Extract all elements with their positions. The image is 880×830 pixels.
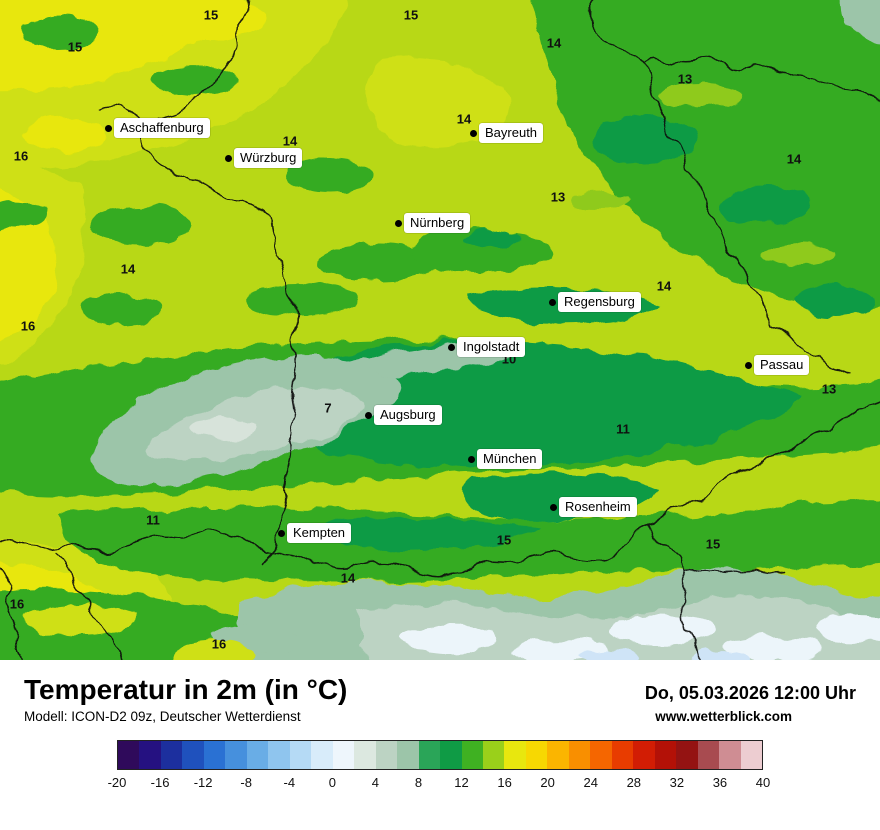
colorbar-segment [440,741,462,769]
model-info: Modell: ICON-D2 09z, Deutscher Wetterdie… [24,709,301,724]
colorbar-segment [633,741,655,769]
map-footer: Temperatur in 2m (in °C) Do, 05.03.2026 … [0,660,880,830]
temperature-field-svg [0,0,880,660]
colorbar-segment [289,741,312,769]
colorbar [117,740,763,770]
colorbar-tick-label: 24 [583,775,598,790]
colorbar-segment [418,741,441,769]
colorbar-tick-label: 28 [626,775,642,790]
colorbar-segment [504,741,526,769]
weather-map: 15 15 14 15 13 14 14 16 14 13 14 14 16 10 13 7 11 11 15 15 1… [0,0,880,660]
colorbar-ticks: -20 -16 -12 -8 -4 0 4 8 12 16 20 24 28 32 36 40 [108,775,771,795]
colorbar-tick-label: -20 [107,775,127,790]
colorbar-segment [525,741,548,769]
colorbar-segment [568,741,591,769]
colorbar-segment [311,741,333,769]
colorbar-segment [203,741,226,769]
colorbar-segment [590,741,612,769]
colorbar-tick-label: 8 [414,775,423,790]
colorbar-segment [354,741,376,769]
colorbar-segment [182,741,204,769]
colorbar-segment [461,741,483,769]
colorbar-segment [740,741,763,769]
website-url: www.wetterblick.com [655,709,792,724]
colorbar-segment [225,741,247,769]
colorbar-segment [375,741,398,769]
colorbar-segment [332,741,355,769]
colorbar-tick-label: 40 [755,775,771,790]
colorbar-tick-label: 32 [669,775,685,790]
colorbar-segment [246,741,269,769]
colorbar-segment [139,741,161,769]
colorbar-tick-label: -12 [193,775,213,790]
colorbar-segment [697,741,720,769]
colorbar-tick-label: 12 [454,775,469,790]
colorbar-tick-label: 4 [371,775,380,790]
colorbar-segment [654,741,677,769]
colorbar-segment [482,741,505,769]
colorbar-segment [719,741,741,769]
colorbar-segment [160,741,183,769]
colorbar-tick-label: -16 [150,775,170,790]
colorbar-tick-label: 16 [497,775,512,790]
colorbar-segment [676,741,698,769]
colorbar-tick-label: -4 [283,775,296,790]
colorbar-tick-label: -8 [240,775,252,790]
colorbar-segment [397,741,419,769]
colorbar-tick-label: 20 [540,775,555,790]
colorbar-segment [547,741,569,769]
colorbar-segment [611,741,634,769]
colorbar-tick-label: 36 [712,775,728,790]
page-title: Temperatur in 2m (in °C) [24,674,348,705]
colorbar-segment [118,741,140,769]
colorbar-segment [268,741,290,769]
colorbar-tick-label: 0 [328,775,336,790]
forecast-datetime: Do, 05.03.2026 12:00 Uhr [644,683,856,703]
temperature-scale: -20 -16 -12 -8 -4 0 4 8 12 16 20 24 28 32 36 40 [108,740,771,795]
border-lines [0,0,880,660]
temperature-shading [0,0,880,660]
